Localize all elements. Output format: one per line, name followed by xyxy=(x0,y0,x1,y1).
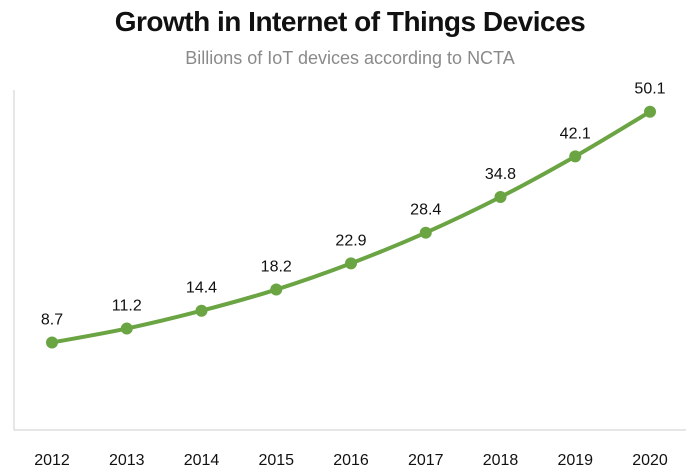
data-label-2014: 14.4 xyxy=(186,280,217,297)
x-tick-label-2018: 2018 xyxy=(483,452,519,469)
data-label-2017: 28.4 xyxy=(410,202,441,219)
x-tick-label-2013: 2013 xyxy=(109,452,145,469)
data-label-2020: 50.1 xyxy=(634,81,665,98)
data-label-2019: 42.1 xyxy=(560,125,591,142)
x-tick-label-2016: 2016 xyxy=(333,452,369,469)
series-group xyxy=(46,105,656,349)
data-point-2016 xyxy=(345,257,357,270)
data-point-2019 xyxy=(569,150,582,163)
data-point-2012 xyxy=(46,336,58,349)
data-label-2018: 34.8 xyxy=(485,166,516,183)
data-point-2013 xyxy=(120,322,133,335)
data-labels-group: 8.7 11.2 14.4 18.2 22.9 28.4 34.8 42.1 50.1 xyxy=(41,81,666,329)
x-tick-label-2019: 2019 xyxy=(557,452,593,469)
x-tick-label-2015: 2015 xyxy=(258,452,294,469)
data-label-2012: 8.7 xyxy=(41,311,63,328)
data-point-2014 xyxy=(195,304,208,317)
x-tick-label-2017: 2017 xyxy=(408,452,444,469)
chart-subtitle: Billions of IoT devices according to NCT… xyxy=(185,48,515,68)
data-point-2020 xyxy=(644,105,656,118)
data-label-2015: 18.2 xyxy=(261,259,292,276)
x-tick-label-2012: 2012 xyxy=(34,452,70,469)
data-point-2015 xyxy=(270,283,283,296)
x-tick-labels-group: 2012 2013 2014 2015 2016 2017 2018 2019 2020 xyxy=(34,452,668,469)
chart-title: Growth in Internet of Things Devices xyxy=(114,6,586,37)
x-tick-label-2020: 2020 xyxy=(632,452,668,469)
x-tick-label-2014: 2014 xyxy=(184,452,220,469)
data-label-2016: 22.9 xyxy=(335,232,366,249)
data-point-2018 xyxy=(494,191,507,204)
data-point-2017 xyxy=(419,226,432,239)
data-label-2013: 11.2 xyxy=(112,298,142,315)
